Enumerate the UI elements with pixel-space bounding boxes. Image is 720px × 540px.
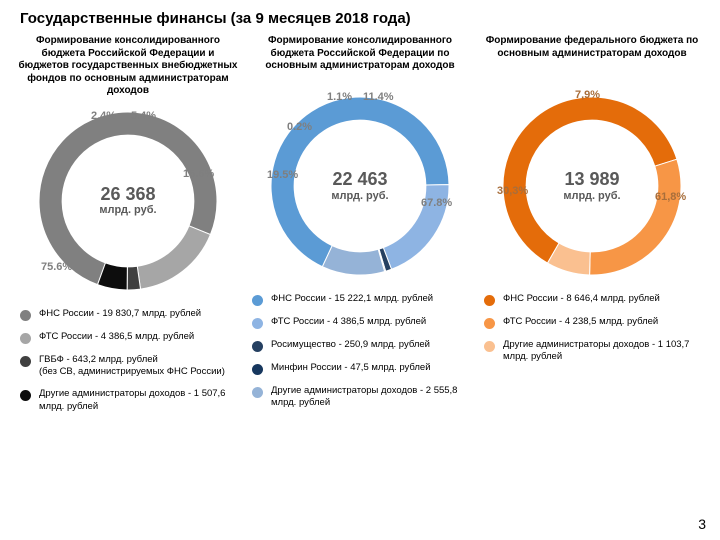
panel-title: Формирование консолидированного бюджета …	[12, 35, 244, 106]
panel-federal: Формирование федерального бюджета по осн…	[476, 35, 708, 423]
legend: ФНС России - 19 830,7 млрд. рублей ФТС Ро…	[12, 302, 244, 413]
legend-bullet	[20, 310, 31, 321]
center-value: 22 463	[331, 170, 388, 190]
legend-item: Другие администраторы доходов - 1 103,7 …	[484, 339, 706, 364]
center-label: 13 989 млрд. руб.	[563, 170, 620, 202]
page-number: 3	[698, 516, 706, 532]
legend: ФНС России - 8 646,4 млрд. рублей ФТС Рос…	[476, 287, 708, 364]
center-value: 26 368	[99, 185, 156, 205]
legend-bullet	[252, 341, 263, 352]
slice-label: 5.4%	[131, 110, 156, 122]
slice-label: 30,3%	[497, 185, 528, 197]
legend-text: ФТС России - 4 238,5 млрд. рублей	[503, 316, 658, 328]
legend-bullet	[252, 318, 263, 329]
panel-consolidated-with-funds: Формирование консолидированного бюджета …	[12, 35, 244, 423]
legend-bullet	[20, 390, 31, 401]
legend-text: Минфин России - 47,5 млрд. рублей	[271, 362, 431, 374]
legend-bullet	[484, 295, 495, 306]
legend-text: ФНС России - 15 222,1 млрд. рублей	[271, 293, 433, 305]
slice-label: 0.2%	[287, 121, 312, 133]
charts-row: Формирование консолидированного бюджета …	[0, 35, 720, 423]
slice-label: 1.1%	[327, 91, 352, 103]
legend-item: Другие администраторы доходов - 1 507,6 …	[20, 388, 242, 413]
page-title: Государственные финансы (за 9 месяцев 20…	[0, 0, 720, 35]
legend-text: ФНС России - 8 646,4 млрд. рублей	[503, 293, 660, 305]
legend-text: ФТС России - 4 386,5 млрд. рублей	[39, 331, 194, 343]
panel-title: Формирование консолидированного бюджета …	[244, 35, 476, 91]
legend-text: ФНС России - 19 830,7 млрд. рублей	[39, 308, 201, 320]
legend-item: Росимущество - 250,9 млрд. рублей	[252, 339, 474, 352]
donut-slice	[137, 225, 210, 288]
legend-item: ФНС России - 19 830,7 млрд. рублей	[20, 308, 242, 321]
slice-label: 75.6%	[41, 261, 72, 273]
donut-chart: 22 463 млрд. руб. 67.8% 19.5% 1.1% 0.2% 11.4%	[265, 91, 455, 281]
slice-label: 7,9%	[575, 89, 600, 101]
center-label: 26 368 млрд. руб.	[99, 185, 156, 217]
legend-item: ФТС России - 4 386,5 млрд. рублей	[20, 331, 242, 344]
legend: ФНС России - 15 222,1 млрд. рублей ФТС Ро…	[244, 287, 476, 410]
slice-label: 2.4%	[91, 110, 116, 122]
panel-consolidated: Формирование консолидированного бюджета …	[244, 35, 476, 423]
donut-slice	[322, 246, 384, 275]
legend-item: Минфин России - 47,5 млрд. рублей	[252, 362, 474, 375]
slice-label: 67.8%	[421, 197, 452, 209]
legend-item: ФТС России - 4 386,5 млрд. рублей	[252, 316, 474, 329]
legend-bullet	[484, 341, 495, 352]
slice-label: 19.5%	[267, 169, 298, 181]
donut-chart: 26 368 млрд. руб. 75.6% 16.6% 2.4% 5.4%	[33, 106, 223, 296]
legend-item: ФНС России - 8 646,4 млрд. рублей	[484, 293, 706, 306]
slice-label: 11.4%	[363, 91, 394, 103]
legend-text: Росимущество - 250,9 млрд. рублей	[271, 339, 430, 351]
legend-item: ФНС России - 15 222,1 млрд. рублей	[252, 293, 474, 306]
slice-label: 16.6%	[183, 168, 214, 180]
legend-bullet	[252, 364, 263, 375]
center-unit: млрд. руб.	[331, 190, 388, 202]
legend-text: ГВБФ - 643,2 млрд. рублей (без СВ, админ…	[39, 354, 225, 379]
legend-bullet	[20, 333, 31, 344]
legend-item: Другие администраторы доходов - 2 555,8 …	[252, 385, 474, 410]
slice-label: 61,8%	[655, 191, 686, 203]
legend-bullet	[252, 387, 263, 398]
legend-item: ГВБФ - 643,2 млрд. рублей (без СВ, админ…	[20, 354, 242, 379]
legend-bullet	[252, 295, 263, 306]
center-unit: млрд. руб.	[563, 190, 620, 202]
center-unit: млрд. руб.	[99, 204, 156, 216]
legend-text: ФТС России - 4 386,5 млрд. рублей	[271, 316, 426, 328]
legend-bullet	[484, 318, 495, 329]
legend-text: Другие администраторы доходов - 2 555,8 …	[271, 385, 474, 410]
center-value: 13 989	[563, 170, 620, 190]
panel-title: Формирование федерального бюджета по осн…	[476, 35, 708, 91]
legend-text: Другие администраторы доходов - 1 103,7 …	[503, 339, 706, 364]
legend-text: Другие администраторы доходов - 1 507,6 …	[39, 388, 242, 413]
legend-item: ФТС России - 4 238,5 млрд. рублей	[484, 316, 706, 329]
legend-bullet	[20, 356, 31, 367]
donut-chart: 13 989 млрд. руб. 61,8% 30,3% 7,9%	[497, 91, 687, 281]
center-label: 22 463 млрд. руб.	[331, 170, 388, 202]
